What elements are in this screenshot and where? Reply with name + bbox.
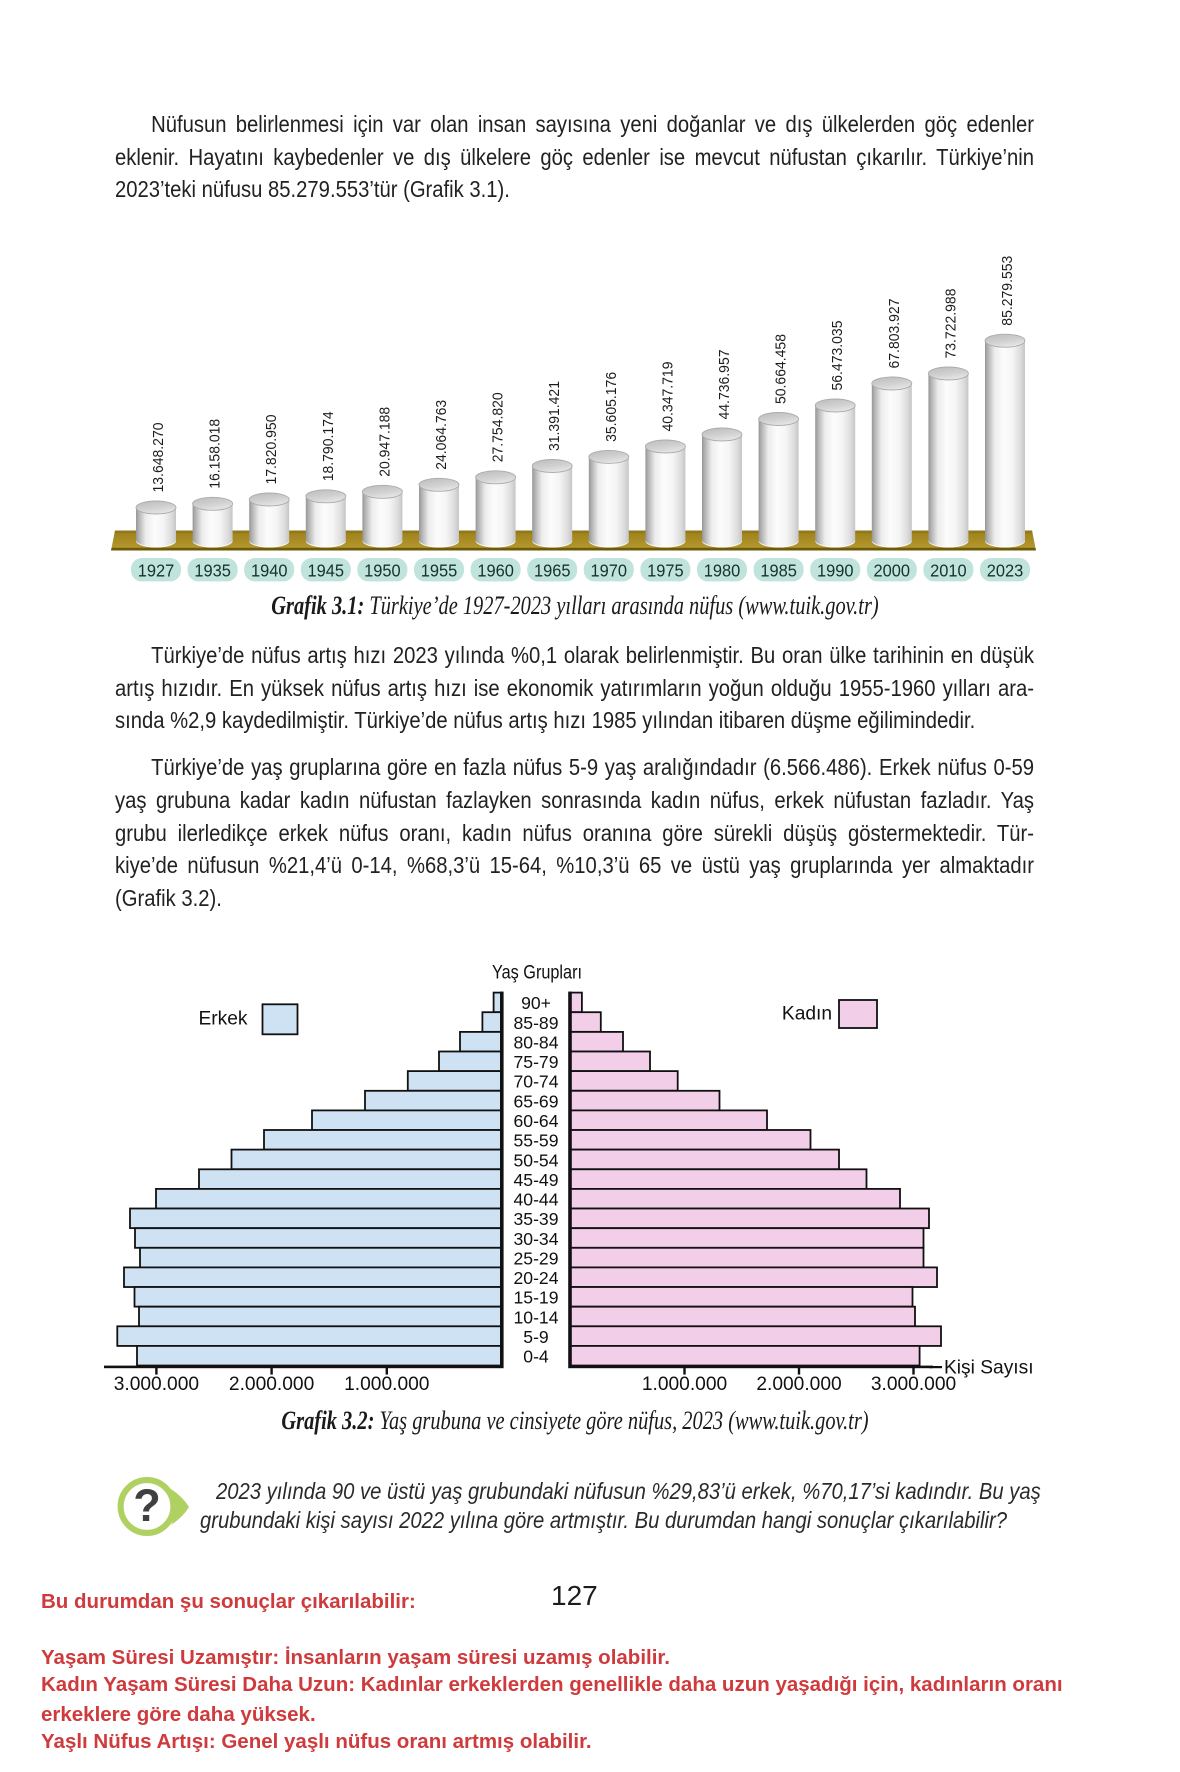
svg-text:18.790.174: 18.790.174: [320, 411, 337, 481]
svg-text:30-34: 30-34: [514, 1229, 559, 1249]
svg-text:2010: 2010: [930, 560, 967, 580]
svg-text:15-19: 15-19: [514, 1288, 559, 1308]
svg-text:?: ?: [133, 1480, 161, 1531]
svg-text:56.473.035: 56.473.035: [829, 321, 846, 391]
svg-text:55-59: 55-59: [514, 1131, 559, 1151]
svg-text:1935: 1935: [194, 560, 231, 580]
svg-text:Kadın: Kadın: [782, 1004, 832, 1025]
svg-text:5-9: 5-9: [523, 1327, 548, 1347]
svg-text:1970: 1970: [591, 560, 628, 580]
svg-text:1927: 1927: [138, 560, 175, 580]
svg-text:35.605.176: 35.605.176: [603, 372, 620, 442]
svg-text:Erkek: Erkek: [198, 1009, 247, 1030]
svg-text:1960: 1960: [477, 560, 514, 580]
svg-text:0-4: 0-4: [523, 1347, 549, 1367]
svg-text:17.820.950: 17.820.950: [263, 415, 280, 485]
svg-text:73.722.988: 73.722.988: [942, 289, 959, 359]
svg-text:1985: 1985: [760, 560, 797, 580]
svg-text:45-49: 45-49: [514, 1170, 559, 1190]
svg-text:2000: 2000: [874, 560, 911, 580]
svg-text:1955: 1955: [421, 560, 458, 580]
svg-text:40.347.719: 40.347.719: [659, 362, 676, 432]
svg-text:1965: 1965: [534, 560, 571, 580]
svg-text:16.158.018: 16.158.018: [207, 419, 224, 489]
svg-text:75-79: 75-79: [514, 1052, 559, 1072]
svg-text:25-29: 25-29: [514, 1248, 559, 1268]
svg-text:40-44: 40-44: [514, 1190, 559, 1210]
svg-text:65-69: 65-69: [514, 1091, 559, 1111]
svg-text:24.064.763: 24.064.763: [433, 400, 450, 470]
svg-text:1980: 1980: [704, 560, 741, 580]
svg-text:3.000.000: 3.000.000: [114, 1374, 199, 1395]
svg-text:2023: 2023: [987, 560, 1024, 580]
svg-text:1990: 1990: [817, 560, 854, 580]
svg-text:Yaş Grupları: Yaş Grupları: [492, 963, 582, 984]
svg-text:85.279.553: 85.279.553: [999, 256, 1016, 326]
svg-text:13.648.270: 13.648.270: [150, 423, 167, 493]
svg-text:50-54: 50-54: [514, 1150, 559, 1170]
svg-text:1.000.000: 1.000.000: [344, 1374, 429, 1395]
svg-text:60-64: 60-64: [514, 1111, 559, 1131]
svg-text:20-24: 20-24: [514, 1268, 559, 1288]
svg-text:44.736.957: 44.736.957: [716, 350, 733, 420]
svg-text:1940: 1940: [251, 560, 288, 580]
svg-text:20.947.188: 20.947.188: [376, 407, 393, 477]
svg-text:1975: 1975: [647, 560, 684, 580]
svg-text:2.000.000: 2.000.000: [756, 1374, 841, 1395]
svg-text:1945: 1945: [308, 560, 345, 580]
svg-text:1950: 1950: [364, 560, 401, 580]
svg-text:31.391.421: 31.391.421: [546, 381, 563, 451]
svg-text:27.754.820: 27.754.820: [490, 392, 507, 462]
svg-text:3.000.000: 3.000.000: [871, 1374, 956, 1395]
svg-text:2.000.000: 2.000.000: [229, 1374, 314, 1395]
svg-text:90+: 90+: [521, 993, 551, 1013]
svg-text:10-14: 10-14: [514, 1307, 559, 1327]
svg-text:Kişi Sayısı: Kişi Sayısı: [944, 1357, 1034, 1378]
svg-text:80-84: 80-84: [514, 1033, 559, 1053]
svg-text:1.000.000: 1.000.000: [642, 1374, 727, 1395]
svg-text:70-74: 70-74: [514, 1072, 559, 1092]
svg-text:85-89: 85-89: [514, 1013, 559, 1033]
svg-text:67.803.927: 67.803.927: [886, 299, 903, 369]
svg-text:50.664.458: 50.664.458: [773, 334, 790, 404]
svg-text:35-39: 35-39: [514, 1209, 559, 1229]
